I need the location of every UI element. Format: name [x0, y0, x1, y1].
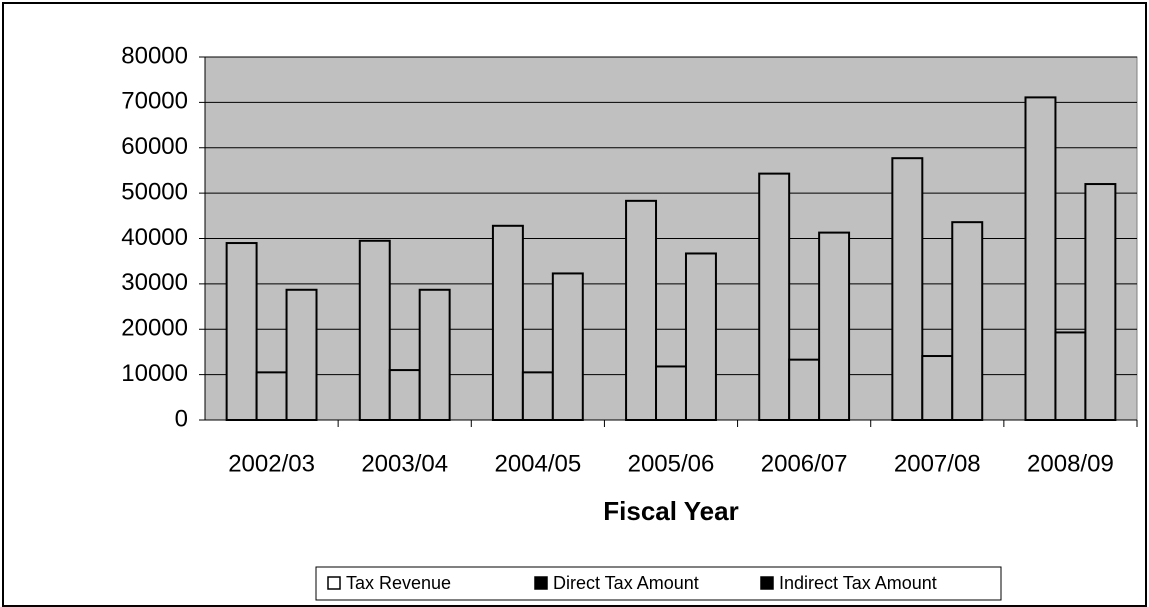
x-tick-label: 2007/08 [894, 450, 981, 477]
bar [921, 355, 954, 421]
bar [891, 157, 924, 421]
legend-label: Tax Revenue [346, 573, 451, 593]
bar [818, 231, 851, 421]
bar [655, 365, 687, 421]
x-tick-label: 2008/09 [1027, 450, 1114, 477]
x-axis-title: Fiscal Year [603, 496, 738, 526]
legend-swatch [327, 576, 341, 590]
bar [625, 199, 658, 421]
x-tick-label: 2006/07 [761, 450, 848, 477]
y-tick-label: 40000 [121, 224, 188, 251]
bar [758, 172, 791, 421]
bar [1084, 183, 1117, 421]
bar [1024, 96, 1057, 421]
x-tick-label: 2003/04 [361, 450, 448, 477]
y-tick-label: 50000 [121, 178, 188, 205]
x-tick-label: 2002/03 [228, 450, 315, 477]
y-tick-label: 70000 [121, 88, 188, 115]
bar [951, 221, 984, 421]
bar [285, 288, 318, 421]
bar [255, 371, 288, 422]
legend-label: Direct Tax Amount [553, 573, 699, 593]
bar [225, 242, 258, 421]
y-tick-label: 80000 [121, 42, 188, 69]
y-tick-label: 60000 [121, 133, 188, 160]
bar [491, 224, 524, 421]
y-tick-label: 30000 [121, 269, 188, 296]
bar [1054, 331, 1087, 421]
legend-label: Indirect Tax Amount [779, 573, 937, 593]
legend-box [315, 566, 1002, 601]
legend-swatch [760, 576, 774, 590]
bar [788, 358, 821, 421]
bar [551, 272, 584, 421]
bar [358, 239, 391, 421]
x-tick-label: 2004/05 [494, 450, 581, 477]
x-tick-label: 2005/06 [628, 450, 715, 477]
bar [521, 371, 554, 422]
bar [388, 369, 421, 421]
legend-swatch [534, 576, 548, 590]
y-tick-label: 20000 [121, 315, 188, 342]
bar [684, 252, 717, 421]
bar [418, 288, 451, 421]
y-tick-label: 0 [175, 405, 188, 432]
y-tick-label: 10000 [121, 360, 188, 387]
